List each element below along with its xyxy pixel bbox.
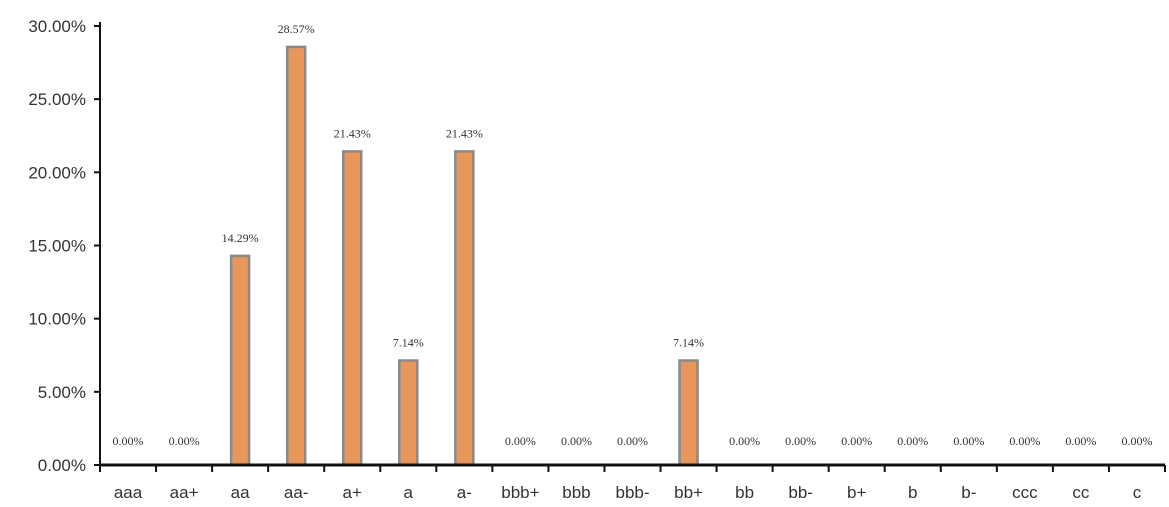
x-tick-label: bb- bbox=[788, 483, 813, 502]
bar-aa- bbox=[285, 45, 307, 467]
data-label: 0.00% bbox=[617, 434, 648, 448]
x-tick-label: bbb- bbox=[615, 483, 649, 502]
data-label: 0.00% bbox=[785, 434, 816, 448]
x-tick-label: c bbox=[1133, 483, 1142, 502]
data-label: 14.29% bbox=[222, 231, 259, 245]
x-tick-label: a+ bbox=[343, 483, 362, 502]
y-tick-label: 15.00% bbox=[28, 237, 86, 256]
data-label: 0.00% bbox=[1121, 434, 1152, 448]
data-label: 7.14% bbox=[393, 336, 424, 350]
x-tick-label: bbb bbox=[562, 483, 590, 502]
data-label: 21.43% bbox=[334, 126, 371, 140]
data-label: 0.00% bbox=[1065, 434, 1096, 448]
data-label: 0.00% bbox=[1009, 434, 1040, 448]
bar-bb+ bbox=[678, 359, 699, 467]
data-label: 0.00% bbox=[953, 434, 984, 448]
bar-a- bbox=[454, 150, 475, 467]
bar-a bbox=[398, 359, 419, 467]
data-label: 0.00% bbox=[897, 434, 928, 448]
data-label: 0.00% bbox=[169, 434, 200, 448]
x-tick-label: a- bbox=[457, 483, 472, 502]
x-tick-label: cc bbox=[1072, 483, 1090, 502]
y-tick-label: 20.00% bbox=[28, 163, 86, 182]
x-tick-label: aa bbox=[231, 483, 250, 502]
data-label: 21.43% bbox=[446, 126, 483, 140]
y-tick-label: 25.00% bbox=[28, 90, 86, 109]
x-tick-label: bb+ bbox=[674, 483, 703, 502]
y-tick-label: 30.00% bbox=[28, 17, 86, 36]
x-tick-label: b bbox=[908, 483, 917, 502]
y-tick-label: 5.00% bbox=[38, 383, 86, 402]
y-tick-label: 10.00% bbox=[28, 310, 86, 329]
x-tick-label: aaa bbox=[114, 483, 143, 502]
data-label: 28.57% bbox=[278, 22, 315, 36]
x-tick-label: b+ bbox=[847, 483, 866, 502]
data-label: 0.00% bbox=[505, 434, 536, 448]
data-label: 0.00% bbox=[561, 434, 592, 448]
x-tick-label: bb bbox=[735, 483, 754, 502]
bar-aa bbox=[229, 254, 251, 467]
x-tick-label: b- bbox=[961, 483, 976, 502]
data-label: 0.00% bbox=[113, 434, 144, 448]
x-axis: aaa aa+ aa aa-a+ a a-bbb+ bbb bbb-bb+ bb bb-b+ b b-… bbox=[99, 463, 1166, 502]
x-tick-label: ccc bbox=[1012, 483, 1038, 502]
y-tick-label: 0.00% bbox=[38, 456, 86, 475]
data-label: 0.00% bbox=[841, 434, 872, 448]
bar-a+ bbox=[341, 150, 363, 467]
bars: 0.00% 0.00% 14.29% 28.57% 21.43% 7.14% 21.43% 0… bbox=[113, 22, 1152, 467]
y-axis: 0.00% 5.00% 10.00% 15.00% 20.00% 25.00% 30.00% bbox=[28, 17, 101, 475]
x-tick-label: aa+ bbox=[170, 483, 199, 502]
x-tick-label: bbb+ bbox=[501, 483, 539, 502]
data-label: 0.00% bbox=[729, 434, 760, 448]
data-label: 7.14% bbox=[673, 336, 704, 350]
x-tick-label: aa- bbox=[284, 483, 309, 502]
x-tick-label: a bbox=[404, 483, 414, 502]
